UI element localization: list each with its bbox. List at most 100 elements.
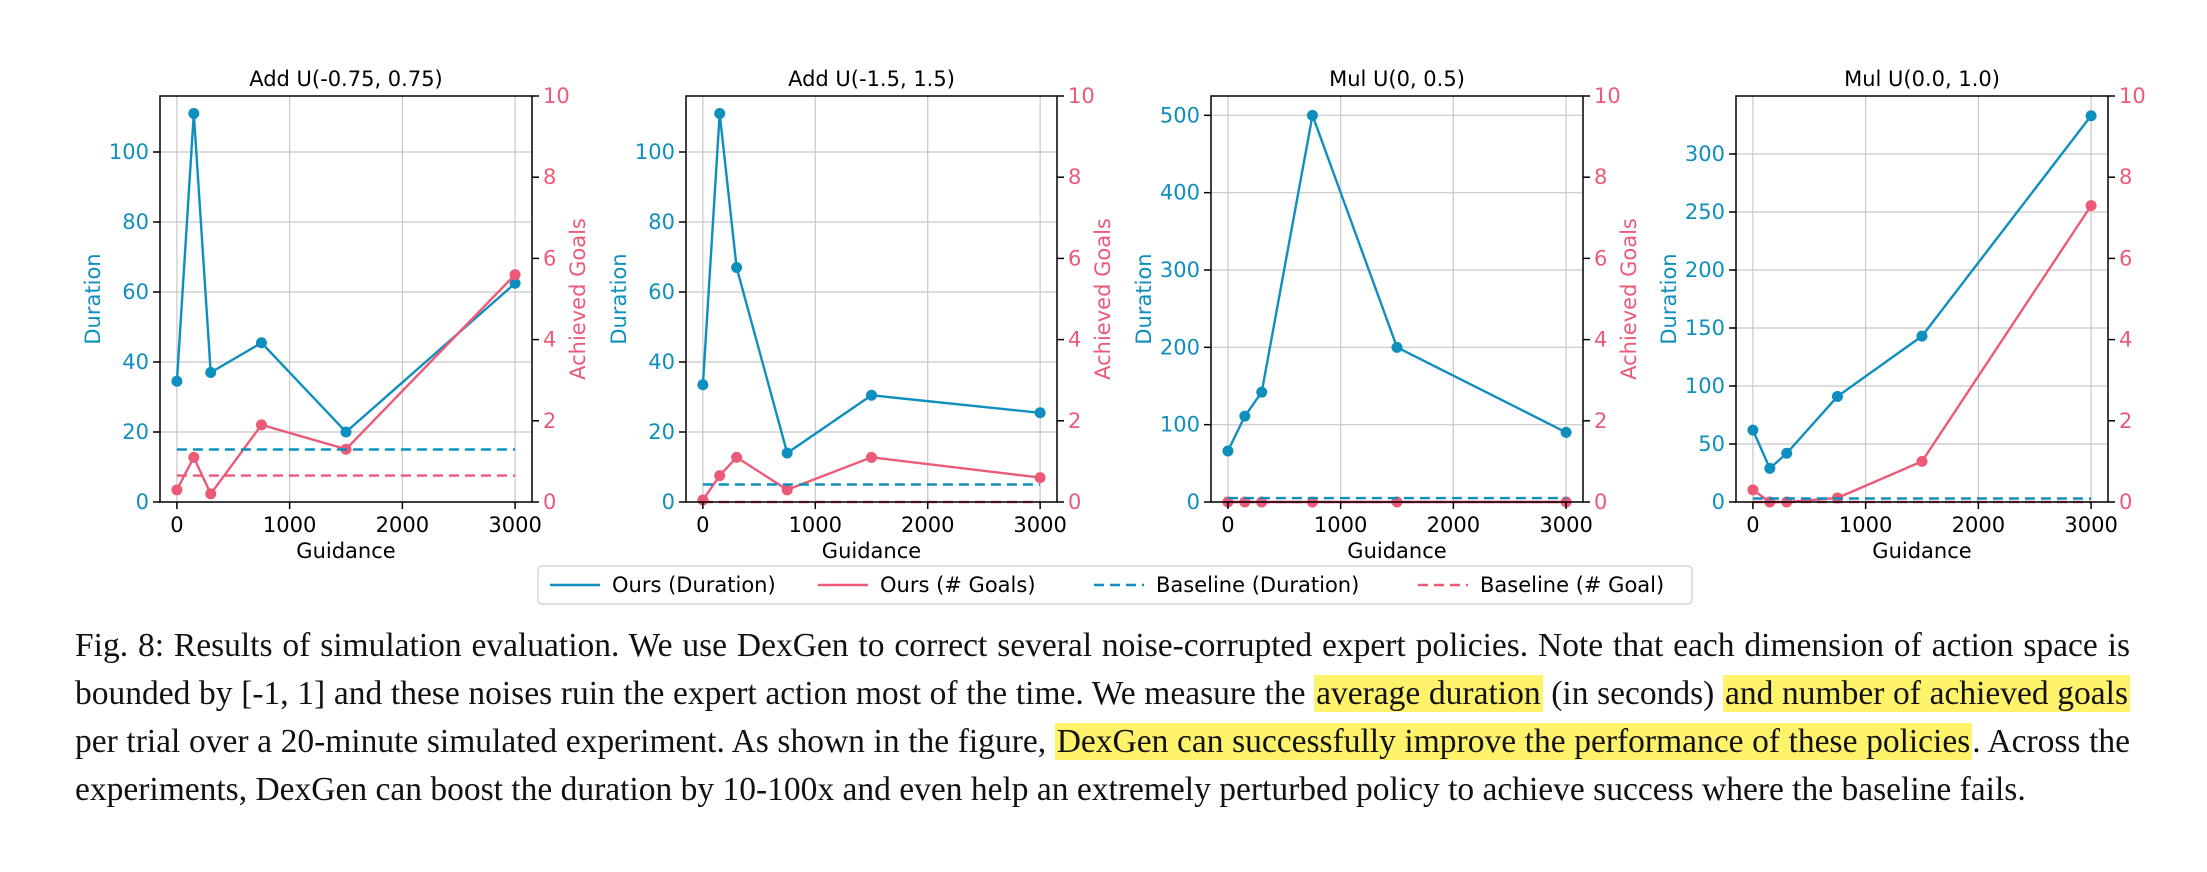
data-point (509, 277, 521, 289)
y-tick-label-right: 6 (2119, 246, 2132, 270)
x-tick-label: 1000 (789, 513, 842, 537)
data-point (509, 269, 521, 281)
y-tick-label-left: 500 (1160, 103, 1200, 127)
x-tick-label: 3000 (488, 513, 541, 537)
data-point (1560, 426, 1572, 438)
y-tick-label-right: 2 (2119, 409, 2132, 433)
x-tick-label: 0 (1746, 513, 1759, 537)
y-tick-label-right: 0 (2119, 490, 2132, 514)
y-tick-label-right: 2 (543, 409, 556, 433)
y-tick-label-right: 4 (1068, 328, 1081, 352)
axes-frame (159, 95, 533, 503)
caption-highlight-improvement: DexGen can successfully improve the perf… (1054, 723, 1973, 760)
y-axis-label-right: Achieved Goals (566, 218, 590, 380)
x-axis-label: Guidance (822, 539, 921, 563)
data-point (1034, 407, 1046, 419)
x-axis-label: Guidance (1872, 539, 1971, 563)
y-axis-label-left: Duration (81, 253, 105, 344)
x-tick-label: 0 (696, 513, 709, 537)
caption-text: (in seconds) (1542, 675, 1723, 712)
data-point (781, 484, 793, 496)
y-tick-label-left: 0 (1712, 490, 1725, 514)
y-tick-label-right: 0 (543, 490, 556, 514)
y-tick-label-right: 2 (1594, 409, 1607, 433)
y-tick-label-right: 8 (543, 165, 556, 189)
x-tick-label: 3000 (1539, 513, 1592, 537)
data-point (866, 389, 877, 401)
x-tick-label: 1000 (1314, 513, 1367, 537)
y-tick-label-right: 10 (1068, 84, 1095, 108)
y-tick-label-right: 4 (2119, 328, 2132, 352)
y-axis-label-left: Duration (1657, 253, 1681, 344)
x-tick-label: 3000 (1013, 513, 1066, 537)
data-point (697, 379, 709, 391)
series-line (701, 455, 1041, 501)
y-tick-label-left: 20 (648, 420, 675, 444)
series-line (175, 113, 516, 434)
y-axis-label-left: Duration (1132, 253, 1156, 344)
caption-highlight-goals: and number of achieved goals (1723, 675, 2130, 712)
data-point (255, 337, 267, 349)
axes-frame (1210, 95, 1584, 503)
series-line (701, 113, 1041, 455)
x-tick-label: 1000 (263, 513, 316, 537)
data-point (171, 484, 183, 496)
y-tick-label-right: 6 (543, 246, 556, 270)
y-axis-label-left: Duration (607, 253, 631, 344)
y-tick-label-left: 100 (635, 140, 675, 164)
y-tick-label-left: 200 (1685, 258, 1725, 282)
y-tick-label-left: 20 (122, 420, 149, 444)
caption-text: Fig. 8: Results of simulation evaluation… (75, 627, 2130, 712)
data-point (1306, 109, 1318, 121)
x-tick-label: 1000 (1839, 513, 1892, 537)
y-tick-label-left: 300 (1160, 258, 1200, 282)
x-axis-label: Guidance (1347, 539, 1446, 563)
y-tick-label-left: 150 (1685, 316, 1725, 340)
data-point (205, 367, 217, 378)
y-tick-label-left: 300 (1685, 142, 1725, 166)
y-tick-label-right: 8 (2119, 165, 2132, 189)
y-tick-label-left: 250 (1685, 200, 1725, 224)
data-point (1916, 455, 1928, 467)
caption-text: . Across the experiments, DexGen can boo… (75, 723, 2130, 808)
data-point (188, 451, 200, 463)
y-tick-label-right: 0 (1594, 490, 1607, 514)
y-tick-label-left: 60 (122, 280, 149, 304)
figure-caption: Fig. 8: Results of simulation evaluation… (75, 622, 2130, 814)
y-tick-label-left: 80 (122, 210, 149, 234)
caption-text: per trial over a 20-minute simulated exp… (75, 723, 1055, 760)
x-axis-label: Guidance (296, 539, 395, 563)
data-point (205, 488, 217, 500)
caption-highlight-duration: average duration (1314, 675, 1543, 712)
data-point (340, 426, 352, 438)
data-point (1391, 341, 1403, 353)
chart-title: Add U(-0.75, 0.75) (249, 67, 443, 91)
y-tick-label-right: 10 (543, 84, 570, 108)
legend-label: Ours (Duration) (612, 573, 776, 597)
data-point (1916, 330, 1928, 342)
data-point (1831, 390, 1843, 402)
data-point (1764, 462, 1776, 474)
axes-frame (1735, 95, 2109, 503)
chart-title: Mul U(0, 0.5) (1329, 67, 1465, 91)
y-tick-label-right: 8 (1594, 165, 1607, 189)
y-tick-label-right: 0 (1068, 490, 1081, 514)
y-tick-label-right: 6 (1068, 246, 1081, 270)
y-tick-label-left: 0 (136, 490, 149, 514)
y-axis-label-right: Achieved Goals (1091, 218, 1115, 380)
legend-label: Ours (# Goals) (880, 573, 1036, 597)
data-point (2085, 110, 2097, 122)
y-tick-label-left: 40 (122, 350, 149, 374)
y-tick-label-left: 100 (109, 140, 149, 164)
data-point (188, 108, 200, 119)
y-tick-label-left: 50 (1698, 432, 1725, 456)
data-point (866, 451, 877, 463)
series-line (1751, 114, 2093, 471)
data-point (1034, 472, 1046, 484)
y-tick-label-right: 6 (1594, 246, 1607, 270)
y-tick-label-right: 4 (543, 328, 556, 352)
chart-title: Add U(-1.5, 1.5) (788, 67, 955, 91)
data-point (2085, 200, 2097, 212)
legend-label: Baseline (Duration) (1156, 573, 1359, 597)
